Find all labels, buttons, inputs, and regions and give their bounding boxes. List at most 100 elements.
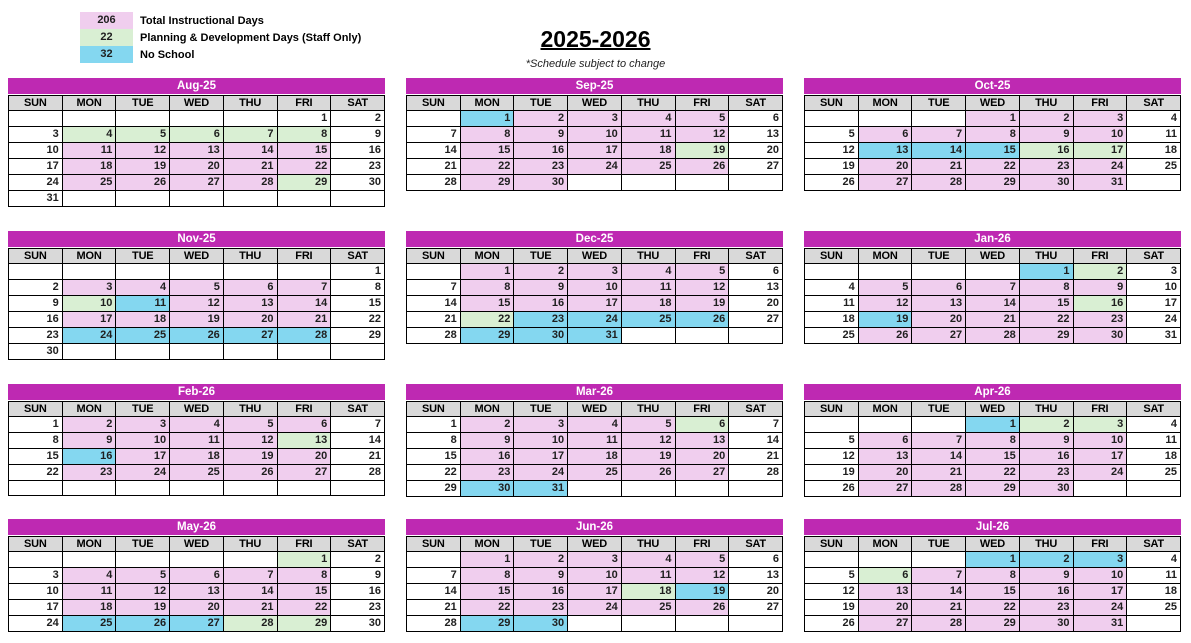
day-cell: 20 <box>674 448 730 465</box>
day-cell: 9 <box>513 279 569 296</box>
day-cell: 24 <box>567 311 622 328</box>
day-cell: 11 <box>1126 126 1181 143</box>
day-cell: 11 <box>1126 432 1181 449</box>
day-cell: 25 <box>61 174 117 191</box>
day-cell: 12 <box>115 583 171 600</box>
day-cell: 12 <box>804 142 859 159</box>
month-calendar-jul-26: Jul-26 SUN MON TUE WED THU FRI SAT 1 2 3 4 5 6 7 8 9 10 11… <box>804 519 1181 632</box>
weekday-header: SUN <box>804 95 859 111</box>
day-cell: 6 <box>222 279 278 296</box>
legend-item-instructional: 206 Total Instructional Days <box>80 12 361 29</box>
day-cell: 28 <box>406 174 461 191</box>
day-cell: 26 <box>857 327 913 344</box>
month-title: Jul-26 <box>804 519 1181 535</box>
weekday-header: SAT <box>1126 536 1181 552</box>
weekday-header: TUE <box>115 248 171 264</box>
month-calendar-aug-25: Aug-25 SUN MON TUE WED THU FRI SAT 1 2 3 4 5 6 7 8 9 10 11… <box>8 78 385 207</box>
month-title: Aug-25 <box>8 78 385 94</box>
day-cell: 5 <box>115 567 171 584</box>
weekday-header: SUN <box>406 401 461 417</box>
day-cell: 15 <box>459 295 515 312</box>
weekday-header: FRI <box>276 248 332 264</box>
day-cell: 10 <box>61 295 117 312</box>
empty-day-cell <box>620 327 676 344</box>
weekday-header: THU <box>222 95 278 111</box>
empty-day-cell <box>728 480 783 497</box>
day-cell: 6 <box>857 126 913 143</box>
day-cell: 13 <box>728 567 783 584</box>
day-cell: 18 <box>1126 583 1181 600</box>
day-cell: 8 <box>965 126 1020 143</box>
day-cell: 25 <box>61 615 117 632</box>
day-cell: 28 <box>911 174 967 191</box>
day-cell: 23 <box>513 311 569 328</box>
empty-day-cell <box>857 110 913 127</box>
day-cell: 28 <box>406 327 461 344</box>
day-cell: 9 <box>1018 432 1074 449</box>
day-cell: 11 <box>620 567 676 584</box>
day-cell: 12 <box>674 126 730 143</box>
weekday-header: SUN <box>406 95 461 111</box>
day-cell: 1 <box>965 110 1020 127</box>
day-cell: 20 <box>857 158 913 175</box>
day-cell: 17 <box>61 311 117 328</box>
weekday-header: FRI <box>674 248 730 264</box>
day-cell: 10 <box>1072 567 1128 584</box>
day-cell: 14 <box>406 583 461 600</box>
day-cell: 1 <box>965 416 1020 433</box>
day-cell: 30 <box>1018 174 1074 191</box>
day-cell: 23 <box>330 599 385 616</box>
weekday-header: TUE <box>115 95 171 111</box>
empty-day-cell <box>276 480 332 496</box>
day-cell: 23 <box>1018 599 1074 616</box>
day-cell: 16 <box>330 583 385 600</box>
day-cell: 15 <box>276 142 332 159</box>
day-cell: 24 <box>567 158 622 175</box>
day-cell: 10 <box>567 279 622 296</box>
day-cell: 25 <box>620 311 676 328</box>
day-cell: 16 <box>61 448 117 465</box>
day-cell: 23 <box>459 464 515 481</box>
day-cell: 5 <box>857 279 913 296</box>
empty-day-cell <box>911 551 967 568</box>
day-cell: 2 <box>330 551 385 568</box>
day-cell: 7 <box>406 279 461 296</box>
weekday-header: SUN <box>406 536 461 552</box>
day-cell: 28 <box>728 464 783 481</box>
day-cell: 15 <box>965 583 1020 600</box>
day-cell: 7 <box>330 416 385 433</box>
day-cell: 12 <box>674 567 730 584</box>
day-cell: 30 <box>1018 615 1074 632</box>
day-cell: 21 <box>728 448 783 465</box>
day-cell: 8 <box>1018 279 1074 296</box>
day-cell: 17 <box>567 583 622 600</box>
day-cell: 9 <box>459 432 515 449</box>
day-cell: 21 <box>222 158 278 175</box>
day-cell: 2 <box>513 551 569 568</box>
month-title: Mar-26 <box>406 384 783 400</box>
weekday-header: WED <box>965 248 1020 264</box>
empty-day-cell <box>728 615 783 632</box>
day-cell: 23 <box>1072 311 1128 328</box>
day-cell: 21 <box>406 599 461 616</box>
day-cell: 12 <box>674 279 730 296</box>
empty-day-cell <box>8 551 63 568</box>
weekday-header: MON <box>61 95 117 111</box>
day-cell: 10 <box>8 142 63 159</box>
day-cell: 26 <box>674 158 730 175</box>
day-cell: 23 <box>513 599 569 616</box>
empty-day-cell <box>276 343 332 360</box>
weekday-header: TUE <box>513 248 569 264</box>
day-cell: 5 <box>804 432 859 449</box>
day-cell: 22 <box>1018 311 1074 328</box>
day-cell: 21 <box>911 464 967 481</box>
legend: 206 Total Instructional Days 22 Planning… <box>80 12 361 63</box>
day-cell: 15 <box>330 295 385 312</box>
day-cell: 9 <box>8 295 63 312</box>
day-cell: 6 <box>857 432 913 449</box>
legend-item-no-school: 32 No School <box>80 46 361 63</box>
day-cell: 25 <box>804 327 859 344</box>
day-cell: 29 <box>965 174 1020 191</box>
weekday-header: TUE <box>911 401 967 417</box>
day-cell: 21 <box>406 158 461 175</box>
